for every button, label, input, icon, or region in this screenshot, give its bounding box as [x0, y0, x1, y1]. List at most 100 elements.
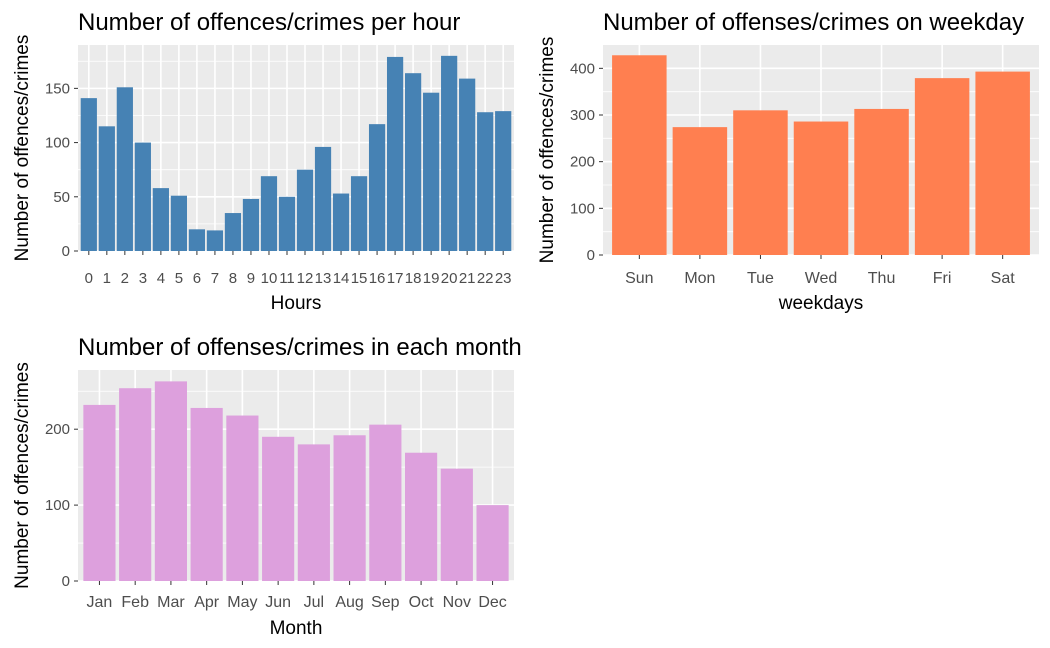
x-tick-label: 13 [315, 270, 332, 287]
bar-19 [423, 92, 440, 251]
bar-3 [134, 142, 151, 251]
bar-Aug [333, 435, 366, 581]
x-tick-label: Mar [157, 594, 185, 611]
bar-22 [477, 112, 494, 251]
bar-16 [368, 124, 386, 251]
x-tick-label: Tue [747, 270, 774, 287]
bar-Jun [262, 436, 295, 581]
y-axis-label: Number of offences/crimes [12, 362, 33, 589]
y-tick-label: 50 [53, 189, 70, 206]
bar-Fri [914, 78, 970, 255]
chart-title: Number of offenses/crimes on weekday [603, 9, 1024, 36]
chart-title: Number of offences/crimes per hour [78, 9, 460, 36]
x-tick-label: 7 [211, 270, 219, 287]
bar-21 [459, 78, 476, 251]
bar-Feb [119, 388, 152, 581]
bar-Mon [672, 127, 728, 255]
x-tick-label: 11 [279, 270, 295, 287]
x-tick-label: Jun [265, 594, 291, 611]
x-tick-label: 17 [387, 270, 404, 287]
bar-15 [350, 176, 368, 251]
bar-8 [224, 213, 242, 251]
x-tick-label: Jan [87, 594, 113, 611]
x-tick-label: Apr [194, 594, 220, 611]
bar-9 [242, 198, 260, 251]
x-tick-label: 23 [495, 270, 512, 287]
x-tick-label: 15 [351, 270, 368, 287]
x-tick-label: May [227, 594, 257, 611]
x-tick-label: Thu [868, 270, 896, 287]
x-tick-label: Dec [478, 594, 506, 611]
x-tick-label: Sat [991, 270, 1016, 287]
x-tick-label: 0 [85, 270, 93, 287]
y-tick-label: 0 [587, 247, 595, 264]
x-tick-label: Mon [684, 270, 715, 287]
bar-7 [206, 230, 224, 251]
bar-6 [188, 229, 206, 251]
x-tick-label: 16 [369, 270, 386, 287]
x-axis-label: weekdays [778, 293, 864, 314]
bar-23 [495, 111, 512, 251]
x-tick-label: Sun [625, 270, 653, 287]
bar-17 [386, 56, 404, 251]
bar-Jan [83, 404, 116, 581]
bar-Tue [733, 110, 788, 255]
bar-12 [296, 169, 314, 251]
y-tick-label: 0 [62, 243, 70, 260]
x-tick-label: 10 [261, 270, 278, 287]
y-tick-label: 150 [45, 80, 70, 97]
x-tick-label: 18 [405, 270, 422, 287]
bar-13 [314, 146, 332, 251]
x-tick-label: 8 [229, 270, 237, 287]
y-axis-label: Number of offences/crimes [12, 35, 33, 262]
chart-2-group: 0 100 200 Jan Feb Mar Apr May Jun Jul Aug Sep Oct Nov… [12, 334, 522, 639]
chart-title: Number of offenses/crimes in each month [78, 334, 522, 361]
x-tick-label: 9 [247, 270, 255, 287]
bar-14 [332, 193, 350, 251]
x-tick-label: 3 [139, 270, 147, 287]
x-tick-label: 22 [477, 270, 494, 287]
bar-1 [98, 126, 115, 251]
bar-2 [116, 87, 133, 251]
bar-20 [441, 55, 458, 252]
x-tick-label: 6 [193, 270, 201, 287]
bar-May [226, 415, 259, 581]
x-tick-label: Wed [805, 270, 838, 287]
x-tick-label: 20 [441, 270, 458, 287]
x-tick-label: 19 [423, 270, 440, 287]
bar-Thu [854, 108, 909, 255]
y-tick-label: 100 [570, 200, 595, 217]
bar-Wed [793, 121, 849, 256]
x-axis-label: Month [270, 618, 323, 639]
x-tick-label: 2 [121, 270, 129, 287]
bar-18 [405, 73, 422, 251]
y-tick-label: 0 [62, 573, 70, 590]
y-tick-label: 200 [45, 421, 70, 438]
bar-11 [278, 196, 296, 251]
bar-Mar [154, 381, 187, 581]
x-tick-label: Sep [371, 594, 400, 611]
y-tick-label: 200 [570, 154, 595, 171]
x-tick-label: 21 [459, 270, 476, 287]
bar-5 [170, 195, 187, 251]
bar-4 [152, 188, 169, 251]
y-tick-label: 300 [570, 107, 595, 124]
y-tick-label: 400 [570, 60, 595, 77]
bar-Nov [440, 468, 473, 581]
y-tick-label: 100 [45, 497, 70, 514]
bar-Sep [369, 424, 402, 581]
x-tick-label: Aug [335, 594, 363, 611]
x-tick-label: Jul [304, 594, 324, 611]
x-tick-label: 14 [333, 270, 350, 287]
chart-1-group: 0 100 200 300 400 Sun Mon Tue Wed Thu Fri Sat Number… [537, 9, 1039, 314]
x-tick-label: Nov [443, 594, 471, 611]
bar-Dec [476, 505, 509, 581]
bar-Sun [612, 55, 667, 256]
x-tick-label: 12 [297, 270, 314, 287]
bar-Jul [297, 444, 330, 581]
x-tick-label: 4 [157, 270, 165, 287]
x-axis-label: Hours [271, 293, 322, 314]
